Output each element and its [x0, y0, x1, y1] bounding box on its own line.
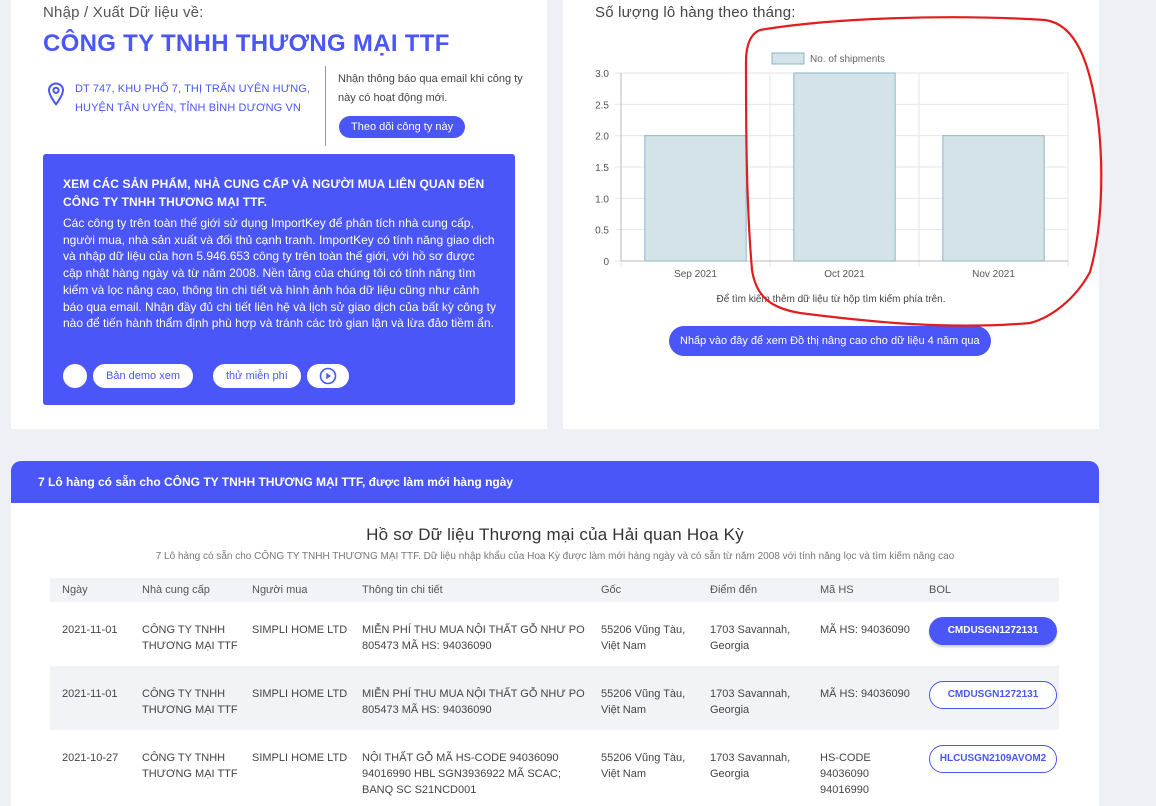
- cell-buyer: SIMPLI HOME LTD: [252, 688, 348, 700]
- column-header: Người mua: [252, 584, 308, 596]
- location-pin-icon: [47, 82, 65, 106]
- free-trial-button[interactable]: thử miễn phí: [212, 364, 301, 388]
- cell-date: 2021-11-01: [62, 624, 118, 636]
- chart-hint: Để tìm kiếm thêm dữ liệu từ hộp tìm kiếm…: [716, 294, 946, 305]
- table-row: 2021-11-01 CÔNG TY TNHH THƯƠNG MẠI TTF S…: [50, 602, 1059, 666]
- cell-supplier: CÔNG TY TNHH THƯƠNG MẠI TTF: [142, 624, 238, 652]
- cell-details: MIỄN PHÍ THU MUA NỘI THẤT GỖ NHƯ PO 8054…: [362, 624, 585, 652]
- legend-swatch: [771, 52, 805, 65]
- shipments-header: 7 Lô hàng có sẵn cho CÔNG TY TNHH THƯƠNG…: [11, 461, 1099, 503]
- bar: [793, 72, 896, 262]
- promo-body: Các công ty trên toàn thế giới sử dụng I…: [63, 216, 496, 331]
- cell-date: 2021-10-27: [62, 752, 119, 764]
- advanced-chart-button[interactable]: Nhấp vào đây để xem Đồ thị nâng cao cho …: [669, 326, 991, 356]
- shipments-bar-chart: No. of shipments 0 0.5 1.0 1.5 2.0 2.5 3.0 Sep 2…: [595, 52, 1069, 280]
- records-title: Hồ sơ Dữ liệu Thương mại của Hải quan Ho…: [366, 525, 744, 544]
- follow-company-button[interactable]: Theo dõi công ty này: [339, 116, 466, 138]
- x-tick-label: Sep 2021: [674, 269, 717, 280]
- cell-buyer: SIMPLI HOME LTD: [252, 752, 348, 764]
- cell-destination: 1703 Savannah, Georgia: [710, 624, 791, 652]
- cell-details: MIỄN PHÍ THU MUA NỘI THẤT GỖ NHƯ PO 8054…: [362, 688, 585, 716]
- table-row: 2021-10-27 CÔNG TY TNHH THƯƠNG MẠI TTF S…: [50, 730, 1059, 798]
- shipments-table: Ngày Nhà cung cấp Người mua Thông tin ch…: [50, 578, 1059, 798]
- cell-hs-code: HS-CODE 94036090 94016990: [820, 752, 871, 796]
- cell-origin: 55206 Vũng Tàu, Việt Nam: [601, 624, 686, 652]
- cell-supplier: CÔNG TY TNHH THƯƠNG MẠI TTF: [142, 688, 238, 716]
- vertical-divider: [325, 66, 326, 146]
- bol-button[interactable]: CMDUSGN1272131: [929, 681, 1057, 709]
- company-address: DT 747, KHU PHỐ 7, THỊ TRẤN UYÊN HƯNG, H…: [47, 80, 317, 118]
- cell-origin: 55206 Vũng Tàu, Việt Nam: [601, 752, 686, 780]
- y-tick-label: 2.0: [595, 132, 609, 143]
- promo-box: XEM CÁC SẢN PHẨM, NHÀ CUNG CẤP VÀ NGƯỜI …: [43, 154, 515, 405]
- column-header: Mã HS: [820, 584, 854, 596]
- cell-supplier: CÔNG TY TNHH THƯƠNG MẠI TTF: [142, 752, 238, 780]
- legend-label: No. of shipments: [810, 54, 885, 65]
- table-header-row: Ngày Nhà cung cấp Người mua Thông tin ch…: [50, 578, 1059, 602]
- x-tick-label: Nov 2021: [972, 269, 1015, 280]
- demo-button[interactable]: Bản demo xem: [93, 364, 193, 388]
- bar: [644, 135, 747, 262]
- y-tick-label: 1.5: [595, 163, 609, 174]
- y-tick-label: 0.5: [595, 226, 609, 237]
- y-tick-label: 3.0: [595, 69, 609, 80]
- company-card: Nhập / Xuất Dữ liệu về: CÔNG TY TNHH THƯ…: [11, 0, 547, 429]
- cell-details: NỘI THẤT GỖ MÃ HS-CODE 94036090 94016990…: [362, 752, 561, 796]
- records-subtitle: 7 Lô hàng có sẵn cho CÔNG TY TNHH THƯƠNG…: [155, 551, 955, 562]
- column-header: Điểm đến: [710, 584, 758, 596]
- column-header: Nhà cung cấp: [142, 584, 210, 596]
- shipments-card: 7 Lô hàng có sẵn cho CÔNG TY TNHH THƯƠNG…: [11, 461, 1099, 806]
- promo-circle-button[interactable]: [63, 364, 87, 388]
- chart-card: Số lượng lô hàng theo tháng: No. of ship…: [563, 0, 1099, 429]
- cell-hs-code: MÃ HS: 94036090: [820, 688, 910, 700]
- chart-title: Số lượng lô hàng theo tháng:: [595, 4, 796, 21]
- cell-hs-code: MÃ HS: 94036090: [820, 624, 910, 636]
- y-tick-label: 1.0: [595, 194, 609, 205]
- company-title: CÔNG TY TNHH THƯƠNG MẠI TTF: [43, 30, 450, 57]
- column-header: Gốc: [601, 584, 622, 596]
- play-icon: [319, 367, 337, 385]
- x-tick-label: Oct 2021: [824, 269, 865, 280]
- bar: [942, 135, 1045, 262]
- column-header: Ngày: [62, 584, 88, 596]
- cell-destination: 1703 Savannah, Georgia: [710, 688, 791, 716]
- address-line-1: DT 747, KHU PHỐ 7, THỊ TRẤN UYÊN HƯNG,: [75, 83, 311, 95]
- cell-destination: 1703 Savannah, Georgia: [710, 752, 791, 780]
- bol-button[interactable]: HLCUSGN2109AVOM2: [929, 745, 1057, 773]
- cell-origin: 55206 Vũng Tàu, Việt Nam: [601, 688, 686, 716]
- column-header: Thông tin chi tiết: [362, 584, 443, 596]
- import-export-label: Nhập / Xuất Dữ liệu về:: [43, 4, 204, 21]
- cell-date: 2021-11-01: [62, 688, 118, 700]
- address-line-2: HUYỆN TÂN UYÊN, TỈNH BÌNH DƯƠNG VN: [75, 102, 301, 114]
- cell-buyer: SIMPLI HOME LTD: [252, 624, 348, 636]
- play-video-button[interactable]: [306, 364, 349, 388]
- promo-title: XEM CÁC SẢN PHẨM, NHÀ CUNG CẤP VÀ NGƯỜI …: [63, 177, 485, 209]
- promo-actions: Bản demo xem thử miễn phí: [63, 364, 349, 388]
- table-row: 2021-11-01 CÔNG TY TNHH THƯƠNG MẠI TTF S…: [50, 666, 1059, 730]
- column-header: BOL: [929, 584, 952, 596]
- bol-button[interactable]: CMDUSGN1272131: [929, 617, 1057, 645]
- email-notify-text: Nhận thông báo qua email khi công ty này…: [338, 73, 523, 104]
- y-tick-label: 0: [603, 257, 609, 268]
- y-tick-label: 2.5: [595, 100, 609, 111]
